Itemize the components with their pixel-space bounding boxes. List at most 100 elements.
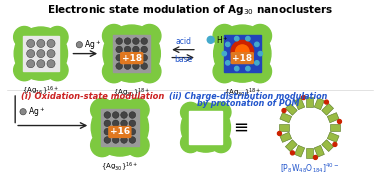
Polygon shape xyxy=(314,145,324,157)
Circle shape xyxy=(226,61,230,65)
Circle shape xyxy=(14,59,35,81)
Circle shape xyxy=(26,50,35,58)
Circle shape xyxy=(47,27,68,48)
Circle shape xyxy=(116,55,122,61)
Text: Ag$^+$: Ag$^+$ xyxy=(28,105,45,119)
Circle shape xyxy=(104,120,111,127)
Circle shape xyxy=(129,112,136,118)
Circle shape xyxy=(102,24,125,47)
Circle shape xyxy=(37,60,45,68)
Circle shape xyxy=(91,98,113,121)
Circle shape xyxy=(211,133,231,153)
Circle shape xyxy=(333,143,337,146)
Text: (i) Oxidation-state modulation: (i) Oxidation-state modulation xyxy=(20,92,164,101)
Circle shape xyxy=(290,151,294,155)
Circle shape xyxy=(116,63,122,69)
Circle shape xyxy=(258,52,262,56)
Text: Electronic state modulation of Ag$_{30}$ nanoclusters: Electronic state modulation of Ag$_{30}$… xyxy=(47,3,333,17)
Polygon shape xyxy=(279,124,289,131)
Circle shape xyxy=(91,134,113,157)
Circle shape xyxy=(26,39,35,48)
Circle shape xyxy=(277,131,281,135)
Circle shape xyxy=(222,52,226,56)
Text: +18: +18 xyxy=(232,54,253,63)
Circle shape xyxy=(121,137,127,143)
Circle shape xyxy=(102,60,125,83)
Circle shape xyxy=(246,36,250,41)
Circle shape xyxy=(282,108,286,112)
Polygon shape xyxy=(294,145,305,157)
Circle shape xyxy=(116,46,122,53)
Circle shape xyxy=(112,120,119,127)
Circle shape xyxy=(313,155,318,159)
Circle shape xyxy=(141,46,147,53)
Circle shape xyxy=(37,39,45,48)
Circle shape xyxy=(126,98,149,121)
FancyBboxPatch shape xyxy=(23,36,59,71)
Polygon shape xyxy=(294,98,305,110)
Circle shape xyxy=(181,102,200,122)
Polygon shape xyxy=(280,132,291,142)
Circle shape xyxy=(104,112,111,118)
Circle shape xyxy=(235,66,239,71)
Text: Ag$^+$: Ag$^+$ xyxy=(84,38,101,52)
Polygon shape xyxy=(280,113,291,123)
Circle shape xyxy=(124,63,131,69)
Circle shape xyxy=(181,133,200,153)
Text: {Ag$_{30}$}$^{18+}$: {Ag$_{30}$}$^{18+}$ xyxy=(113,86,150,99)
Circle shape xyxy=(47,59,68,81)
Circle shape xyxy=(112,112,119,118)
Text: (ii) Charge-distribution modulation: (ii) Charge-distribution modulation xyxy=(169,92,327,101)
Circle shape xyxy=(133,38,139,44)
Circle shape xyxy=(47,39,55,48)
Circle shape xyxy=(235,36,239,41)
Polygon shape xyxy=(322,103,333,115)
Circle shape xyxy=(141,55,147,61)
Circle shape xyxy=(103,25,160,82)
Circle shape xyxy=(246,66,250,71)
Polygon shape xyxy=(327,113,339,123)
Circle shape xyxy=(129,120,136,127)
Circle shape xyxy=(214,25,271,82)
Circle shape xyxy=(14,27,68,80)
Circle shape xyxy=(124,46,131,53)
Circle shape xyxy=(129,137,136,143)
Circle shape xyxy=(338,120,341,124)
Circle shape xyxy=(91,99,149,156)
Circle shape xyxy=(133,46,139,53)
Circle shape xyxy=(124,55,131,61)
Polygon shape xyxy=(285,103,297,115)
Circle shape xyxy=(207,36,214,43)
Circle shape xyxy=(213,60,236,83)
Circle shape xyxy=(138,60,161,83)
Text: ≡: ≡ xyxy=(233,118,248,136)
Circle shape xyxy=(141,38,147,44)
Circle shape xyxy=(324,100,328,104)
Circle shape xyxy=(302,96,305,99)
Circle shape xyxy=(249,24,271,47)
Text: by protonation of POM: by protonation of POM xyxy=(197,99,299,108)
Polygon shape xyxy=(306,148,313,158)
Circle shape xyxy=(255,61,259,65)
Polygon shape xyxy=(306,97,313,107)
Text: acid: acid xyxy=(175,37,191,46)
Circle shape xyxy=(121,120,127,127)
Circle shape xyxy=(292,110,327,145)
Circle shape xyxy=(231,40,254,63)
FancyBboxPatch shape xyxy=(223,35,261,72)
Polygon shape xyxy=(314,98,324,110)
Text: {Ag$_{30}$}$^{16+}$: {Ag$_{30}$}$^{16+}$ xyxy=(101,160,139,173)
Circle shape xyxy=(124,38,131,44)
Text: {Ag$_{16}$}$^{16+}$: {Ag$_{16}$}$^{16+}$ xyxy=(22,84,60,97)
Text: +18: +18 xyxy=(122,54,142,63)
Circle shape xyxy=(138,24,161,47)
Circle shape xyxy=(213,24,236,47)
Circle shape xyxy=(121,112,127,118)
Text: H$^+$: H$^+$ xyxy=(215,34,228,46)
Text: base: base xyxy=(174,55,192,64)
Circle shape xyxy=(112,137,119,143)
Polygon shape xyxy=(330,124,340,131)
Circle shape xyxy=(126,134,149,157)
Text: {Ag$_{30}$}$^{18+}$: {Ag$_{30}$}$^{18+}$ xyxy=(223,86,261,99)
Polygon shape xyxy=(285,140,297,152)
